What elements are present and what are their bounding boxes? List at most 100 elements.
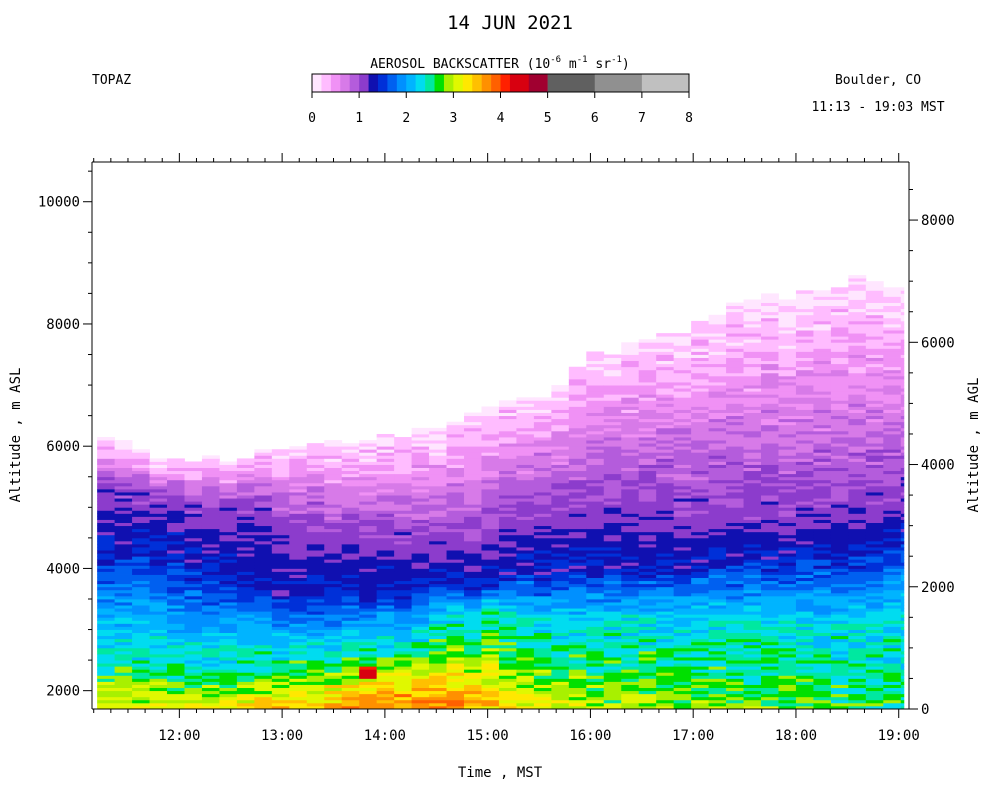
heatmap-cell [167, 577, 185, 582]
heatmap-cell [114, 452, 133, 456]
heatmap-cell [708, 314, 727, 319]
heatmap-cell [761, 449, 779, 453]
heatmap-cell [795, 543, 814, 548]
heatmap-cell [219, 672, 238, 676]
heatmap-cell [691, 657, 710, 661]
heatmap-cell [568, 602, 587, 606]
heatmap-cell [726, 653, 744, 658]
heatmap-cell [743, 638, 762, 643]
heatmap-cell [865, 385, 884, 389]
heatmap-cell [446, 669, 465, 673]
heatmap-cell [568, 455, 587, 459]
heatmap-cell [324, 495, 343, 499]
heatmap-cell [726, 571, 744, 575]
heatmap-cell [795, 702, 814, 707]
heatmap-cell [795, 510, 814, 514]
heatmap-cell [184, 559, 203, 563]
heatmap-cell [726, 327, 744, 331]
heatmap-cell [446, 424, 465, 429]
heatmap-cell [289, 492, 308, 496]
heatmap-cell [324, 556, 343, 560]
heatmap-cell [184, 525, 203, 530]
heatmap-cell [691, 696, 710, 701]
heatmap-cell [481, 516, 500, 520]
heatmap-cell [673, 348, 692, 352]
heatmap-cell [271, 525, 290, 530]
heatmap-cell [726, 513, 744, 517]
heatmap-cell [446, 602, 465, 606]
heatmap-cell [743, 473, 762, 478]
heatmap-cell [848, 299, 867, 303]
heatmap-cell [376, 543, 395, 548]
heatmap-cell [900, 583, 905, 588]
heatmap-cell [254, 455, 273, 459]
heatmap-cell [97, 562, 116, 566]
heatmap-cell [638, 360, 657, 365]
heatmap-cell [97, 482, 116, 487]
heatmap-cell [778, 638, 797, 643]
heatmap-cell [498, 516, 517, 520]
heatmap-cell [656, 385, 675, 389]
heatmap-cell [306, 595, 325, 600]
heatmap-cell [900, 644, 905, 649]
heatmap-cell [114, 540, 133, 545]
heatmap-cell [778, 586, 797, 591]
heatmap-cell [184, 464, 203, 468]
heatmap-cell [621, 430, 640, 435]
heatmap-cell [778, 482, 797, 487]
heatmap-cell [638, 672, 657, 676]
heatmap-cell [883, 391, 902, 395]
heatmap-cell [254, 629, 273, 634]
heatmap-cell [708, 375, 727, 380]
heatmap-cell [568, 461, 587, 465]
heatmap-cell [201, 699, 220, 704]
heatmap-cell [726, 461, 744, 465]
heatmap-cell [673, 418, 692, 423]
heatmap-cell [481, 562, 500, 566]
heatmap-cell [621, 580, 640, 585]
heatmap-cell [761, 418, 779, 423]
heatmap-cell [149, 632, 168, 637]
heatmap-cell [673, 513, 692, 517]
heatmap-cell [726, 433, 744, 438]
heatmap-cell [813, 391, 832, 395]
heatmap-cell [865, 522, 884, 527]
heatmap-cell [289, 446, 308, 450]
heatmap-cell [691, 470, 710, 475]
heatmap-cell [761, 452, 779, 456]
heatmap-cell [184, 574, 203, 578]
heatmap-cell [568, 562, 587, 566]
heatmap-cell [568, 476, 587, 481]
heatmap-cell [429, 488, 447, 493]
heatmap-cell [149, 498, 168, 502]
heatmap-cell [236, 473, 255, 478]
heatmap-cell [795, 437, 814, 441]
heatmap-cell [201, 455, 220, 459]
heatmap-cell [201, 577, 220, 582]
heatmap-cell [97, 641, 116, 646]
heatmap-cell [865, 501, 884, 505]
heatmap-cell [761, 675, 779, 679]
heatmap-cell [429, 565, 447, 569]
heatmap-cell [254, 522, 273, 527]
heatmap-cell [464, 592, 482, 597]
heatmap-cell [830, 565, 849, 569]
heatmap-cell [656, 391, 675, 395]
heatmap-cell [167, 513, 185, 517]
heatmap-cell [673, 669, 692, 673]
heatmap-cell [743, 452, 762, 456]
heatmap-cell [848, 650, 867, 655]
heatmap-cell [429, 455, 447, 459]
heatmap-cell [603, 653, 622, 658]
heatmap-cell [464, 504, 482, 508]
heatmap-cell [883, 412, 902, 417]
heatmap-cell [813, 537, 832, 542]
heatmap-cell [481, 653, 500, 658]
heatmap-cell [446, 623, 465, 627]
heatmap-cell [533, 589, 552, 594]
heatmap-cell [691, 339, 710, 343]
heatmap-cell [586, 611, 605, 615]
heatmap-cell [673, 614, 692, 618]
heatmap-cell [586, 583, 605, 588]
heatmap-cell [743, 339, 762, 343]
